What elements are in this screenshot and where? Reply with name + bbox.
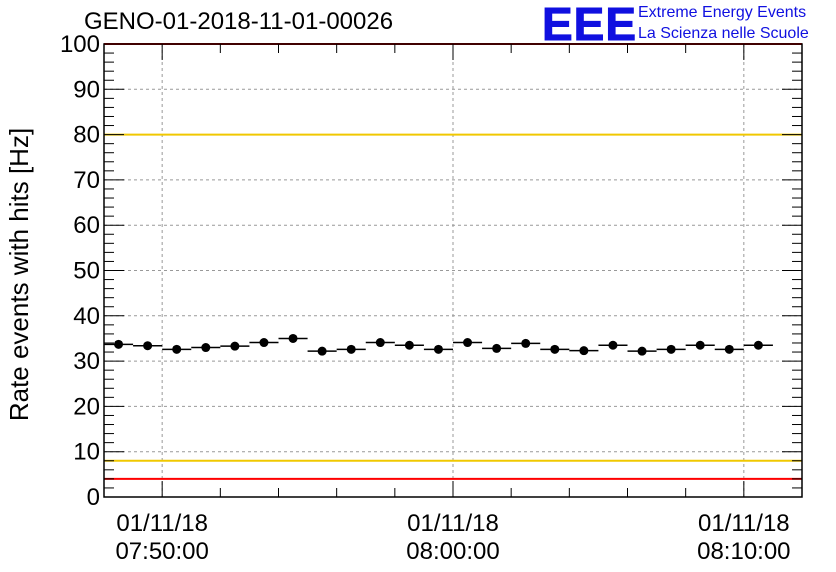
data-point <box>695 340 705 350</box>
y-tick-label: 50 <box>73 258 100 285</box>
y-tick-label: 100 <box>60 31 100 58</box>
x-tick-time-label: 08:10:00 <box>697 538 790 565</box>
data-point <box>143 341 153 351</box>
data-point <box>375 338 385 348</box>
data-point <box>288 333 298 343</box>
data-point <box>433 344 443 354</box>
data-point <box>724 344 734 354</box>
data-point <box>114 339 124 349</box>
logo-caption-line1: Extreme Energy Events <box>638 4 807 21</box>
data-point <box>317 346 327 356</box>
y-tick-label: 10 <box>73 439 100 466</box>
y-tick-label: 30 <box>73 348 100 375</box>
x-tick-time-label: 07:50:00 <box>115 538 208 565</box>
eee-logo-mark: EEE <box>541 0 638 50</box>
data-point <box>259 338 269 348</box>
data-point <box>521 338 531 348</box>
eee-logo: EEE Extreme Energy Events La Scienza nel… <box>541 0 832 50</box>
y-tick-label: 80 <box>73 122 100 149</box>
data-point <box>492 343 502 353</box>
chart-title: GENO-01-2018-11-01-00026 <box>84 8 394 35</box>
data-point <box>550 344 560 354</box>
y-tick-label: 0 <box>87 484 100 511</box>
data-point <box>463 338 473 348</box>
data-point <box>230 341 240 351</box>
data-point <box>637 346 647 356</box>
axes: 010203040506070809010001/11/1807:50:0001… <box>60 31 803 565</box>
y-tick-label: 90 <box>73 76 100 103</box>
data-point <box>346 344 356 354</box>
logo-caption-line2: La Scienza nelle Scuole <box>638 25 809 42</box>
x-tick-date-label: 01/11/18 <box>407 510 499 537</box>
y-tick-label: 20 <box>73 393 100 420</box>
y-axis-label: Rate events with hits [Hz] <box>4 128 34 421</box>
y-tick-label: 70 <box>73 167 100 194</box>
data-point <box>666 344 676 354</box>
data-point <box>404 340 414 350</box>
x-tick-date-label: 01/11/18 <box>698 510 790 537</box>
data-point <box>579 346 589 356</box>
y-tick-label: 40 <box>73 303 100 330</box>
data-series <box>104 333 773 356</box>
data-point <box>608 340 618 350</box>
data-point <box>201 343 211 353</box>
x-tick-time-label: 08:00:00 <box>406 538 499 565</box>
x-tick-date-label: 01/11/18 <box>116 510 208 537</box>
grid-lines <box>104 44 802 497</box>
y-tick-label: 60 <box>73 212 100 239</box>
data-point <box>753 340 763 350</box>
data-point <box>172 344 182 354</box>
